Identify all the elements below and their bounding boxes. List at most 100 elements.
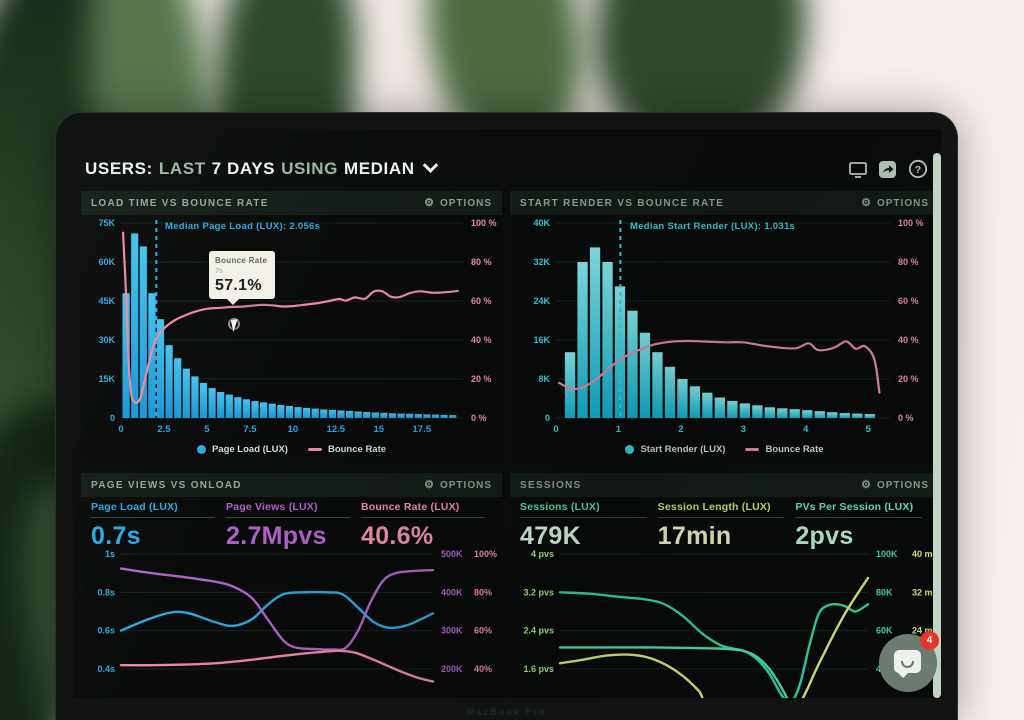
svg-text:32K: 32K	[533, 257, 550, 267]
legend-bounce-rate[interactable]: Bounce Rate	[307, 444, 386, 455]
title-segment: MEDIAN	[343, 159, 415, 178]
svg-text:2.5: 2.5	[157, 424, 171, 435]
options-button[interactable]: ⚙ OPTIONS	[424, 478, 492, 491]
metric-page-load: Page Load (LUX) 0.7s	[91, 501, 226, 551]
svg-text:5: 5	[866, 424, 872, 435]
svg-text:80%: 80%	[474, 587, 492, 597]
svg-text:40%: 40%	[474, 664, 492, 674]
svg-text:200K: 200K	[441, 664, 463, 674]
metric-bounce-rate: Bounce Rate (LUX) 40.6%	[361, 501, 496, 551]
share-icon[interactable]	[878, 159, 898, 179]
title-segment: USING	[281, 159, 338, 178]
svg-text:3.2 pvs: 3.2 pvs	[523, 587, 554, 597]
legend-page-load[interactable]: Page Load (LUX)	[196, 444, 288, 455]
svg-text:4: 4	[803, 424, 809, 435]
svg-text:17.5: 17.5	[413, 424, 432, 435]
svg-text:16K: 16K	[533, 335, 550, 345]
svg-text:60K: 60K	[98, 257, 115, 267]
panel-title: SESSIONS	[520, 479, 582, 491]
dashboard-screen: USERS: LAST 7 DAYS USING MEDIAN ?	[73, 129, 942, 698]
svg-text:60 %: 60 %	[898, 296, 919, 306]
display-icon[interactable]	[848, 159, 868, 179]
svg-text:300K: 300K	[441, 626, 463, 636]
gear-icon: ⚙	[424, 478, 435, 491]
svg-text:15: 15	[373, 424, 384, 435]
scrollbar[interactable]	[933, 153, 941, 698]
panel-title: START RENDER VS BOUNCE RATE	[520, 197, 725, 209]
metric-sessions: Sessions (LUX) 479K	[520, 501, 658, 551]
chat-bubble-icon	[894, 650, 921, 678]
svg-text:40 min: 40 min	[912, 549, 939, 559]
svg-text:0: 0	[110, 413, 115, 423]
svg-text:60 %: 60 %	[471, 296, 492, 306]
svg-text:40 %: 40 %	[898, 335, 919, 345]
svg-text:80K: 80K	[876, 587, 893, 597]
svg-text:12.5: 12.5	[327, 424, 346, 435]
svg-text:2: 2	[678, 424, 683, 435]
panel-load-time-vs-bounce-rate: LOAD TIME VS BOUNCE RATE ⚙ OPTIONS 75K 60…	[81, 191, 502, 463]
svg-text:100%: 100%	[474, 549, 497, 559]
svg-text:24K: 24K	[533, 296, 550, 306]
help-icon[interactable]: ?	[908, 159, 928, 179]
svg-text:100K: 100K	[876, 549, 898, 559]
svg-text:20 %: 20 %	[898, 374, 919, 384]
svg-text:4 pvs: 4 pvs	[531, 549, 554, 559]
chat-widget-button[interactable]: 4	[879, 631, 939, 692]
metric-session-length: Session Length (LUX) 17min	[657, 501, 796, 551]
svg-text:1: 1	[616, 424, 622, 435]
options-button[interactable]: ⚙ OPTIONS	[861, 196, 929, 209]
svg-text:60K: 60K	[876, 626, 893, 636]
start-render-histogram-chart[interactable]: 40K 32K 24K 16K 8K 0 100 % 80 % 60 % 40 % 20 % 0 % 0…	[510, 215, 939, 442]
load-time-histogram-chart[interactable]: 75K 60K 45K 30K 15K 0 100 % 80 % 60 % 40 % 20 % 0 %…	[81, 215, 502, 442]
options-button[interactable]: ⚙ OPTIONS	[861, 478, 929, 491]
metric-pvs-per-session: PVs Per Session (LUX) 2pvs	[795, 501, 933, 551]
svg-text:100 %: 100 %	[471, 218, 497, 228]
svg-text:40K: 40K	[533, 218, 550, 228]
svg-text:75K: 75K	[98, 218, 115, 228]
users-filter-dropdown[interactable]: USERS: LAST 7 DAYS USING MEDIAN	[85, 156, 438, 179]
svg-text:20 %: 20 %	[471, 374, 492, 384]
legend-bounce-rate[interactable]: Bounce Rate	[745, 444, 824, 455]
mouse-cursor	[230, 317, 246, 333]
hover-point-ring	[228, 318, 240, 330]
svg-text:0: 0	[118, 424, 123, 435]
panel-sessions: SESSIONS ⚙ OPTIONS Sessions (LUX) 479K S…	[510, 473, 941, 698]
svg-text:0.4s: 0.4s	[97, 664, 115, 674]
svg-text:0.6s: 0.6s	[97, 626, 115, 636]
svg-text:1.6 pvs: 1.6 pvs	[523, 664, 554, 674]
svg-text:80 %: 80 %	[471, 257, 492, 267]
svg-text:5: 5	[204, 424, 210, 435]
title-segment: USERS:	[85, 159, 153, 178]
svg-text:10: 10	[288, 424, 299, 435]
bounce-rate-tooltip: Bounce Rate 7s 57.1%	[209, 251, 275, 305]
svg-text:30K: 30K	[98, 335, 115, 345]
metric-page-views: Page Views (LUX) 2.7Mpvs	[226, 501, 361, 551]
panel-title: LOAD TIME VS BOUNCE RATE	[91, 197, 269, 209]
svg-text:15K: 15K	[98, 374, 115, 384]
title-segment: 7 DAYS	[211, 159, 276, 178]
gear-icon: ⚙	[861, 478, 872, 491]
svg-text:0: 0	[545, 413, 550, 423]
options-button[interactable]: ⚙ OPTIONS	[424, 196, 492, 209]
chevron-down-icon	[422, 156, 438, 173]
svg-text:0 %: 0 %	[471, 413, 487, 423]
svg-text:1s: 1s	[105, 549, 115, 559]
median-annotation: Median Page Load (LUX): 2.056s	[165, 221, 321, 232]
dashboard-topbar: USERS: LAST 7 DAYS USING MEDIAN ?	[73, 129, 942, 191]
svg-text:3: 3	[741, 424, 746, 435]
sessions-line-chart[interactable]: 4 pvs 3.2 pvs 2.4 pvs 1.6 pvs 100K 40 min 80K 3…	[510, 547, 941, 698]
median-annotation: Median Start Render (LUX): 1.031s	[630, 221, 796, 232]
svg-text:24 min: 24 min	[912, 626, 939, 636]
panel-page-views-vs-onload: PAGE VIEWS VS ONLOAD ⚙ OPTIONS Page Load…	[81, 473, 502, 698]
chat-unread-badge: 4	[920, 631, 939, 650]
svg-text:100 %: 100 %	[898, 218, 924, 228]
gear-icon: ⚙	[861, 196, 872, 209]
svg-text:0 %: 0 %	[898, 413, 914, 423]
svg-text:2.4 pvs: 2.4 pvs	[523, 626, 554, 636]
bezel-brand-label: MacBook Pro	[466, 707, 547, 717]
svg-text:0.8s: 0.8s	[97, 587, 115, 597]
title-segment: LAST	[158, 159, 206, 178]
page-views-onload-line-chart[interactable]: 1s 0.8s 0.6s 0.4s 500K 100% 400K 80% 300K 60% 200K…	[81, 547, 502, 698]
legend-start-render[interactable]: Start Render (LUX)	[625, 444, 725, 455]
svg-text:?: ?	[915, 164, 921, 176]
